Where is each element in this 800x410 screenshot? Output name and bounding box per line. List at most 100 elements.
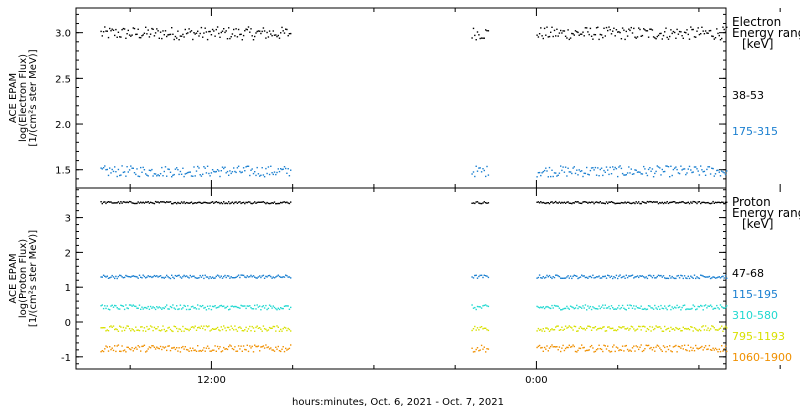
data-point bbox=[641, 275, 644, 277]
data-point bbox=[657, 345, 660, 347]
data-point bbox=[290, 169, 292, 171]
data-point bbox=[105, 30, 107, 32]
data-point bbox=[127, 171, 129, 173]
data-point bbox=[114, 34, 116, 37]
data-point bbox=[553, 201, 556, 204]
data-point bbox=[190, 306, 193, 308]
data-point bbox=[200, 350, 203, 352]
data-point bbox=[141, 277, 143, 279]
data-point bbox=[643, 276, 645, 278]
data-point bbox=[277, 168, 279, 170]
data-point bbox=[128, 348, 131, 350]
data-point bbox=[536, 201, 538, 203]
data-point bbox=[581, 274, 583, 276]
data-point bbox=[286, 329, 288, 332]
data-point bbox=[629, 304, 631, 306]
data-point bbox=[646, 277, 649, 280]
data-point bbox=[198, 326, 200, 328]
data-point bbox=[693, 166, 696, 168]
data-point bbox=[472, 171, 475, 173]
data-point bbox=[612, 327, 614, 329]
data-point bbox=[210, 34, 213, 36]
data-point bbox=[105, 276, 107, 278]
data-point bbox=[672, 277, 675, 279]
data-point bbox=[556, 346, 558, 348]
data-point bbox=[157, 326, 159, 328]
data-point bbox=[561, 169, 563, 172]
data-point bbox=[142, 274, 144, 276]
data-point bbox=[677, 306, 680, 309]
data-point bbox=[203, 325, 205, 327]
data-point bbox=[198, 350, 200, 352]
legend-units: [keV] bbox=[742, 37, 773, 51]
data-point bbox=[641, 308, 644, 310]
data-point bbox=[241, 329, 243, 332]
data-point bbox=[486, 305, 488, 307]
data-point bbox=[603, 202, 605, 204]
data-point bbox=[158, 329, 160, 332]
data-point bbox=[643, 325, 645, 327]
data-point bbox=[676, 304, 678, 307]
data-point bbox=[587, 325, 589, 327]
data-point bbox=[655, 346, 657, 348]
data-point bbox=[614, 308, 616, 310]
data-point bbox=[690, 326, 692, 328]
data-point bbox=[681, 169, 683, 171]
data-point bbox=[198, 35, 200, 37]
data-point bbox=[132, 275, 134, 277]
data-point bbox=[665, 202, 667, 204]
data-point bbox=[474, 202, 476, 205]
data-point bbox=[204, 201, 206, 204]
data-point bbox=[270, 33, 272, 35]
data-point bbox=[569, 346, 572, 348]
data-point bbox=[475, 308, 477, 311]
data-point bbox=[634, 276, 636, 278]
data-point bbox=[538, 33, 541, 35]
data-point bbox=[474, 274, 476, 277]
data-point bbox=[259, 201, 261, 203]
data-point bbox=[722, 330, 724, 332]
data-point bbox=[690, 275, 692, 277]
y-axis-label: ACE EPAM bbox=[8, 73, 19, 123]
data-point bbox=[115, 171, 117, 173]
data-point bbox=[270, 202, 272, 205]
data-point bbox=[246, 201, 248, 204]
data-point bbox=[145, 277, 147, 279]
data-point bbox=[151, 345, 153, 347]
data-point bbox=[662, 330, 665, 332]
data-point bbox=[561, 201, 563, 204]
data-point bbox=[650, 346, 652, 349]
data-point bbox=[280, 276, 282, 278]
data-point bbox=[142, 308, 144, 310]
data-point bbox=[224, 307, 226, 309]
data-point bbox=[187, 305, 189, 307]
data-point bbox=[586, 27, 588, 29]
data-point bbox=[286, 172, 288, 174]
data-point bbox=[112, 276, 115, 278]
data-point bbox=[661, 330, 663, 332]
data-point bbox=[656, 275, 658, 278]
data-point bbox=[157, 201, 159, 203]
data-point bbox=[557, 174, 559, 176]
data-point bbox=[569, 305, 572, 307]
data-point bbox=[282, 328, 284, 330]
data-point bbox=[675, 307, 677, 309]
data-point bbox=[687, 344, 689, 346]
data-point bbox=[178, 274, 180, 276]
data-point bbox=[266, 31, 268, 34]
data-point bbox=[558, 172, 561, 174]
data-point bbox=[474, 306, 476, 309]
data-point bbox=[541, 35, 543, 37]
data-point bbox=[590, 308, 593, 311]
data-point bbox=[681, 275, 683, 277]
data-point bbox=[176, 37, 178, 39]
data-point bbox=[666, 277, 668, 279]
data-point bbox=[101, 304, 103, 306]
data-point bbox=[476, 305, 479, 308]
data-point bbox=[646, 308, 649, 310]
data-point bbox=[151, 326, 153, 328]
data-point bbox=[713, 38, 715, 40]
data-point bbox=[206, 165, 209, 167]
data-point bbox=[650, 330, 652, 332]
data-point bbox=[117, 344, 120, 346]
